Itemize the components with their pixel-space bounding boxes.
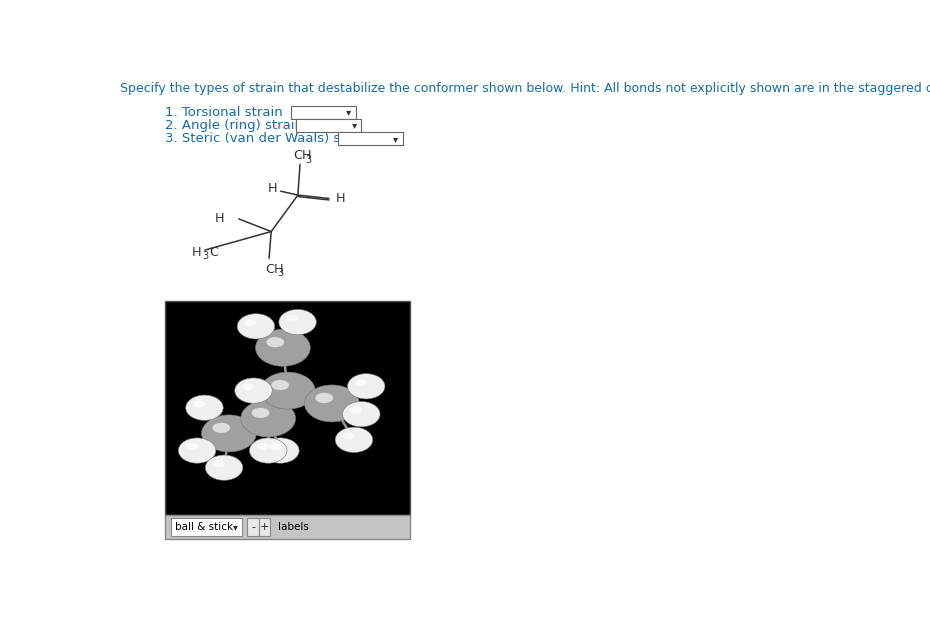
Ellipse shape [234,378,272,403]
Ellipse shape [206,455,243,480]
Bar [339,132,403,145]
Ellipse shape [260,372,315,409]
Ellipse shape [213,460,225,468]
Ellipse shape [241,400,296,437]
Ellipse shape [335,427,373,453]
Ellipse shape [348,374,385,399]
Text: CH: CH [293,149,312,162]
Ellipse shape [261,438,299,463]
Ellipse shape [257,443,269,450]
Ellipse shape [256,329,311,367]
Text: C: C [209,246,219,259]
Ellipse shape [272,380,289,390]
Ellipse shape [304,385,359,422]
Ellipse shape [242,384,254,391]
Ellipse shape [350,407,362,414]
Ellipse shape [279,310,316,335]
Text: ▾: ▾ [352,121,357,130]
Bar [297,119,361,132]
Text: ▾: ▾ [393,133,399,143]
Text: ▾: ▾ [233,522,238,532]
Ellipse shape [245,319,257,326]
Bar [291,106,355,119]
Text: 3: 3 [305,155,312,164]
Bar [166,301,410,515]
Ellipse shape [269,443,281,450]
Text: Specify the types of strain that destabilize the conformer shown below. Hint: Al: Specify the types of strain that destabi… [120,82,930,95]
Text: H: H [336,192,346,205]
Ellipse shape [249,438,287,463]
Text: 3: 3 [278,268,284,278]
Ellipse shape [186,443,198,450]
Ellipse shape [342,432,355,439]
Text: 1. Torsional strain: 1. Torsional strain [166,106,283,119]
Text: CH: CH [265,262,284,276]
Text: H: H [192,246,201,259]
Ellipse shape [237,313,274,339]
Ellipse shape [342,401,380,427]
Text: labels: labels [278,522,309,532]
Text: -: - [251,522,255,532]
Ellipse shape [266,337,285,348]
Ellipse shape [315,393,333,403]
Ellipse shape [252,408,270,418]
Ellipse shape [193,401,206,408]
Bar [166,515,410,539]
Text: ▾: ▾ [346,107,351,118]
Text: 2. Angle (ring) strain: 2. Angle (ring) strain [166,119,303,132]
Ellipse shape [286,315,299,322]
Bar [247,518,259,536]
Ellipse shape [355,379,367,386]
Ellipse shape [179,438,216,463]
Text: 3: 3 [202,252,208,262]
Text: H: H [215,212,224,226]
Ellipse shape [186,395,223,420]
Text: +: + [260,522,270,532]
Bar [171,518,242,536]
Ellipse shape [202,415,257,452]
Text: H: H [268,182,277,195]
Ellipse shape [212,423,231,433]
Text: 3. Steric (van der Waals) strain: 3. Steric (van der Waals) strain [166,132,372,145]
Text: ball & stick: ball & stick [175,522,232,532]
Bar [259,518,271,536]
